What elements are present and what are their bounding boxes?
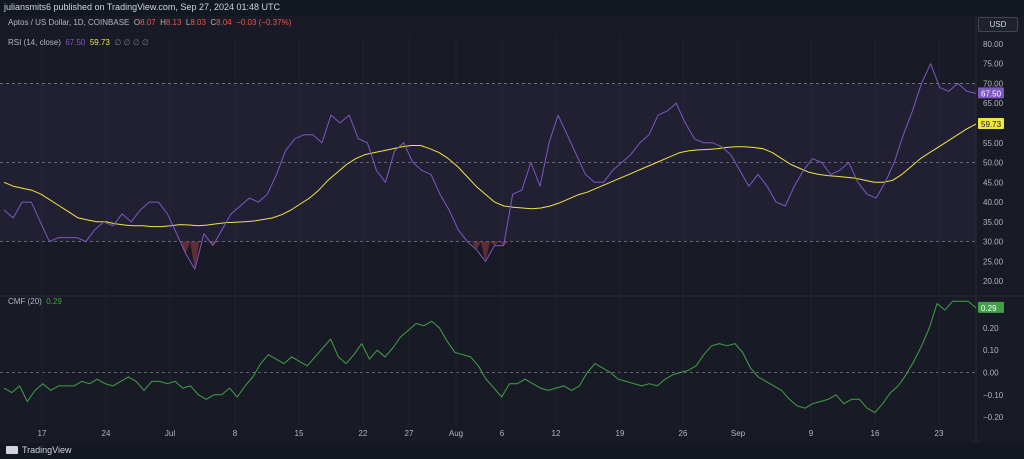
publish-info: juliansmits6 published on TradingView.co… xyxy=(4,2,280,12)
cmf-line xyxy=(3,300,977,414)
x-tick-label: Jul xyxy=(165,429,175,438)
tradingview-logo[interactable]: TradingView xyxy=(6,445,72,455)
rsi-ma-line xyxy=(3,123,977,228)
rsi-value-badge: 67.50 xyxy=(981,89,1002,98)
cmf-value-badge: 0.29 xyxy=(981,304,997,313)
x-tick-label: 27 xyxy=(405,429,414,438)
x-tick-label: 15 xyxy=(295,429,304,438)
open-value: 8.07 xyxy=(140,18,156,27)
rsi-legend[interactable]: RSI (14, close) 67.50 59.73 ∅ ∅ ∅ ∅ xyxy=(8,38,149,47)
cmf-tick-label: −0.10 xyxy=(983,391,1004,400)
rsi-tick-label: 55.00 xyxy=(983,139,1004,148)
rsi-ma-value-badge-bg xyxy=(978,118,1004,130)
x-tick-label: 12 xyxy=(552,429,561,438)
rsi-tick-label: 30.00 xyxy=(983,238,1004,247)
cmf-tick-label: −0.20 xyxy=(983,413,1004,422)
rsi-ma-legend-value: 59.73 xyxy=(89,38,110,47)
high-label: H xyxy=(160,18,166,27)
x-tick-label: 6 xyxy=(500,429,505,438)
rsi-value-badge-bg xyxy=(978,87,1004,99)
symbol-legend[interactable]: Aptos / US Dollar, 1D, COINBASE O8.07 H8… xyxy=(8,18,291,27)
close-label: C xyxy=(210,18,217,27)
change-value: −0.03 (−0.37%) xyxy=(236,18,292,27)
rsi-legend-value: 67.50 xyxy=(65,38,86,47)
x-tick-label: 26 xyxy=(679,429,688,438)
open-label: O xyxy=(133,18,141,27)
x-tick-label: 24 xyxy=(102,429,111,438)
low-value: 8.03 xyxy=(190,18,206,27)
cmf-legend-value: 0.29 xyxy=(46,297,62,306)
x-tick-label: 19 xyxy=(616,429,625,438)
x-tick-label: 23 xyxy=(935,429,944,438)
rsi-tick-label: 80.00 xyxy=(983,40,1004,49)
cmf-tick-label: 0.20 xyxy=(983,324,999,333)
cmf-tick-label: 0.10 xyxy=(983,346,999,355)
rsi-tick-label: 40.00 xyxy=(983,198,1004,207)
x-tick-label: 16 xyxy=(871,429,880,438)
tradingview-logo-icon xyxy=(6,445,18,454)
rsi-legend-name: RSI (14, close) xyxy=(8,38,61,47)
rsi-tick-label: 35.00 xyxy=(983,218,1004,227)
publish-bar: juliansmits6 published on TradingView.co… xyxy=(0,0,1024,16)
close-value: 8.04 xyxy=(216,18,232,27)
rsi-tick-label: 45.00 xyxy=(983,178,1004,187)
low-label: L xyxy=(185,18,191,27)
rsi-oversold-fill xyxy=(190,241,200,270)
rsi-ma-value-badge: 59.73 xyxy=(981,120,1002,129)
rsi-tick-label: 65.00 xyxy=(983,99,1004,108)
rsi-oversold-fill xyxy=(181,241,191,254)
x-tick-label: 17 xyxy=(38,429,47,438)
x-tick-label: 8 xyxy=(233,429,238,438)
chart-area[interactable]: 80.00 75.00 70.00 65.00 55.00 50.00 45.00 40.00… xyxy=(0,16,1024,443)
currency-button[interactable]: USD xyxy=(978,17,1018,32)
rsi-tick-label: 75.00 xyxy=(983,60,1004,69)
cmf-value-badge-bg xyxy=(978,301,1004,313)
cmf-legend[interactable]: CMF (20) 0.29 xyxy=(8,297,62,306)
x-tick-label: 9 xyxy=(809,429,814,438)
symbol-name: Aptos / US Dollar, 1D, COINBASE xyxy=(8,18,130,27)
cmf-legend-name: CMF (20) xyxy=(8,297,42,306)
rsi-tick-label: 50.00 xyxy=(983,159,1004,168)
rsi-tick-label: 20.00 xyxy=(983,277,1004,286)
cmf-tick-label: 0.00 xyxy=(983,369,999,378)
rsi-oversold-fill xyxy=(480,241,490,262)
high-value: 8.13 xyxy=(165,18,182,27)
rsi-legend-extras: ∅ ∅ ∅ ∅ xyxy=(114,38,149,47)
rsi-tick-label: 70.00 xyxy=(983,79,1004,88)
x-tick-label: Sep xyxy=(731,429,746,438)
chart-canvas[interactable]: 80.0075.0070.0065.0055.0050.0045.0040.00… xyxy=(0,16,1024,443)
rsi-oversold-fill xyxy=(471,241,481,250)
rsi-tick-label: 25.00 xyxy=(983,257,1004,266)
x-tick-label: 22 xyxy=(359,429,368,438)
footer xyxy=(0,443,1024,459)
rsi-oversold-fill xyxy=(490,241,500,246)
x-tick-label: Aug xyxy=(449,429,463,438)
rsi-line xyxy=(3,63,977,270)
